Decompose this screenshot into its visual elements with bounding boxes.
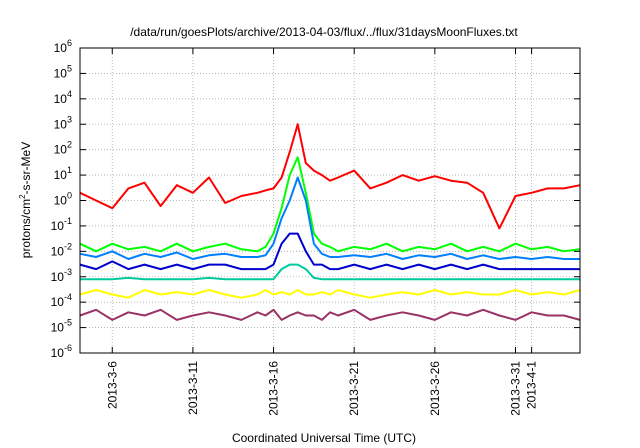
y-tick-label: 10-3: [51, 267, 72, 284]
series-line-1: [79, 123, 581, 230]
y-tick-label-base: 10: [54, 117, 68, 131]
y-axis-label: protons/cm2-s-sr-MeV: [18, 142, 33, 258]
y-tick-label-base: 10: [51, 321, 65, 335]
y-tick-label-base: 10: [54, 66, 68, 80]
y-tick-label: 10-2: [51, 241, 72, 258]
series-line-4: [79, 232, 580, 271]
y-tick-label-exponent: 4: [67, 89, 72, 99]
y-tick-label: 105: [54, 63, 72, 80]
y-tick-label-exponent: -2: [64, 241, 72, 251]
y-tick-label: 102: [54, 140, 72, 157]
series-line-5: [80, 263, 580, 281]
y-tick-label-base: 10: [51, 346, 65, 360]
grid: [80, 47, 580, 354]
y-tick-label: 10-1: [51, 216, 72, 233]
y-tick-label-base: 10: [54, 41, 68, 55]
x-tick-label: 2013-3-21: [347, 361, 361, 416]
y-tick-label: 106: [54, 38, 72, 55]
y-axis-label-rest: -s-sr-MeV: [19, 142, 33, 195]
series-line-7: [79, 308, 581, 321]
y-axis-label-base: protons/cm: [19, 199, 33, 258]
y-tick-label: 100: [54, 191, 72, 208]
series-line-6: [79, 289, 581, 299]
y-tick-label-base: 10: [54, 194, 68, 208]
x-tick-labels: 2013-3-6 2013-3-11 2013-3-16 2013-3-21 2013-…: [105, 361, 538, 416]
y-tick-label: 104: [54, 89, 72, 106]
x-tick-label: 2013-4-1: [525, 361, 539, 409]
y-tick-label: 10-5: [51, 318, 72, 335]
y-tick-label-exponent: -4: [64, 292, 72, 302]
y-tick-label-exponent: -5: [64, 318, 72, 328]
y-tick-label-exponent: -3: [64, 267, 72, 277]
y-axis-label-sup: 2: [18, 194, 27, 199]
series-group: [79, 123, 581, 321]
y-tick-label: 10-6: [51, 343, 72, 360]
ticks: [80, 47, 580, 354]
x-tick-label: 2013-3-31: [508, 361, 522, 416]
x-tick-label: 2013-3-16: [267, 361, 281, 416]
y-tick-label-exponent: 2: [67, 140, 72, 150]
y-tick-label-exponent: -1: [64, 216, 72, 226]
y-tick-labels: 10-610-510-410-310-210-11001011021031041…: [51, 38, 72, 360]
chart-title: /data/run/goesPlots/archive/2013-04-03/f…: [130, 25, 518, 39]
y-tick-label: 101: [54, 165, 72, 182]
y-tick-label-base: 10: [54, 92, 68, 106]
y-tick-label-base: 10: [51, 270, 65, 284]
y-tick-label-exponent: 3: [67, 114, 72, 124]
y-tick-label: 103: [54, 114, 72, 131]
y-tick-label-exponent: -6: [64, 343, 72, 353]
y-tick-label: 10-4: [51, 292, 72, 309]
x-tick-label: 2013-3-26: [428, 361, 442, 416]
x-tick-label: 2013-3-11: [186, 361, 200, 415]
x-axis-label: Coordinated Universal Time (UTC): [232, 431, 416, 445]
y-tick-label-exponent: 1: [67, 165, 72, 175]
series-line-3: [79, 176, 580, 260]
series-line-2: [79, 156, 581, 253]
y-tick-label-base: 10: [54, 143, 68, 157]
y-tick-label-base: 10: [54, 168, 68, 182]
y-tick-label-exponent: 6: [67, 38, 72, 48]
y-tick-label-base: 10: [51, 219, 65, 233]
y-tick-label-exponent: 5: [67, 63, 72, 73]
x-tick-label: 2013-3-6: [105, 361, 119, 409]
y-tick-label-base: 10: [51, 295, 65, 309]
y-tick-label-base: 10: [51, 244, 65, 258]
y-tick-label-exponent: 0: [67, 191, 72, 201]
